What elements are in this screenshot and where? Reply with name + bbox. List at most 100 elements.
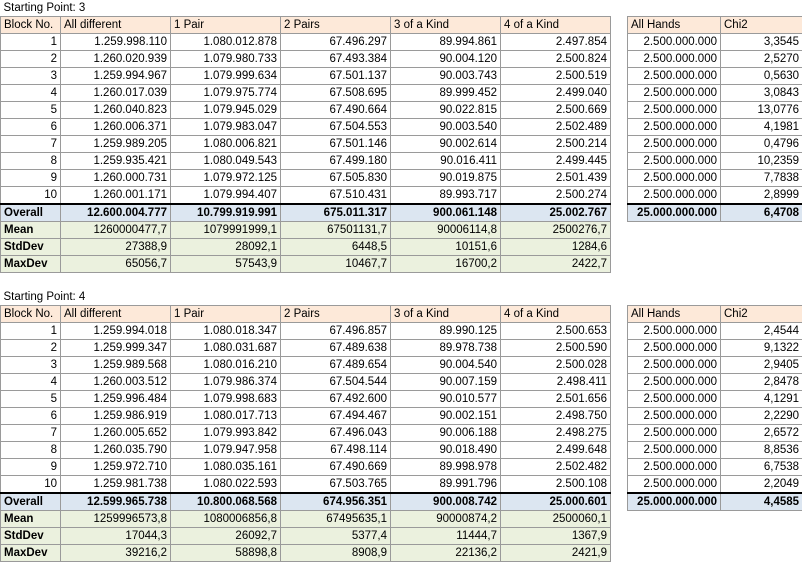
stat-row: MaxDev 65056,7 57543,9 10467,7 16700,2 2422,7 <box>0 255 802 273</box>
header-row: Block No. All different 1 Pair 2 Pairs 3 of … <box>0 16 802 34</box>
data-cell: 2.500.000.000 <box>627 169 721 187</box>
data-cell: 2.500.590 <box>500 339 611 357</box>
data-cell: 89.990.125 <box>390 322 501 340</box>
title-row: Starting Point: 4 <box>1 289 802 306</box>
data-row: 8 1.259.935.421 1.080.049.543 67.499.180 90.… <box>0 152 802 170</box>
data-cell: 3,0843 <box>719 84 802 102</box>
stat-cell: 2500060,1 <box>500 510 611 528</box>
data-row: 9 1.260.000.731 1.079.972.125 67.505.830 90.… <box>0 169 802 187</box>
data-cell: 2,2290 <box>719 407 802 425</box>
data-cell: 2.500.000.000 <box>627 356 721 374</box>
data-cell: 67.496.043 <box>280 424 391 442</box>
data-cell: 90.010.577 <box>390 390 501 408</box>
header-cell: 2 Pairs <box>280 16 391 34</box>
data-cell: 67.493.384 <box>280 50 391 68</box>
data-cell: 67.496.857 <box>280 322 391 340</box>
row-label: Overall <box>0 492 61 511</box>
gap-cell <box>610 373 628 391</box>
data-row: 3 1.259.989.568 1.080.016.210 67.489.654 90.… <box>0 356 802 374</box>
gap-cell <box>610 339 628 357</box>
header-cell: 4 of a Kind <box>500 305 611 323</box>
gap-cell <box>610 152 628 170</box>
data-cell: 1.079.983.047 <box>170 118 281 136</box>
data-row: 5 1.260.040.823 1.079.945.029 67.490.664 90.… <box>0 101 802 119</box>
data-cell: 2.500.000.000 <box>627 373 721 391</box>
data-cell: 2.500.000.000 <box>627 475 721 494</box>
header-cell: All Hands <box>627 16 721 34</box>
data-cell: 2.497.854 <box>500 33 611 51</box>
data-cell: 2.500.274 <box>500 186 611 205</box>
data-cell: 1.079.972.125 <box>170 169 281 187</box>
stat-row: Mean 1259996573,8 1080006856,8 67495635,1 90… <box>0 510 802 528</box>
data-row: 6 1.259.986.919 1.080.017.713 67.494.467 90.… <box>0 407 802 425</box>
data-cell: 1.079.998.683 <box>170 390 281 408</box>
gap-cell <box>610 390 628 408</box>
header-cell: 2 Pairs <box>280 305 391 323</box>
overall-cell: 6,4708 <box>719 203 802 222</box>
row-label: Mean <box>0 510 61 528</box>
data-cell: 1.260.006.371 <box>60 118 171 136</box>
stat-cell: 1079991999,1 <box>170 221 281 239</box>
blank-row <box>0 272 802 289</box>
data-cell: 2,9405 <box>719 356 802 374</box>
block-number: 10 <box>0 186 61 205</box>
data-cell: 2.500.000.000 <box>627 50 721 68</box>
stat-row: MaxDev 39216,2 58898,8 8908,9 22136,2 2421,9 <box>0 544 802 562</box>
empty-cell <box>610 544 802 562</box>
data-cell: 2.500.000.000 <box>627 152 721 170</box>
data-row: 7 1.259.989.205 1.080.006.821 67.501.146 90.… <box>0 135 802 153</box>
gap-cell <box>610 135 628 153</box>
data-cell: 2.500.000.000 <box>627 135 721 153</box>
block-number: 9 <box>0 169 61 187</box>
block-number: 3 <box>0 67 61 85</box>
block-number: 10 <box>0 475 61 494</box>
gap-cell <box>610 407 628 425</box>
data-row: 7 1.260.005.652 1.079.993.842 67.496.043 90.… <box>0 424 802 442</box>
data-cell: 67.504.544 <box>280 373 391 391</box>
data-cell: 2.501.656 <box>500 390 611 408</box>
data-cell: 2.500.000.000 <box>627 458 721 476</box>
data-row: 1 1.259.994.018 1.080.018.347 67.496.857 89.… <box>0 322 802 340</box>
block-number: 9 <box>0 458 61 476</box>
gap-cell <box>610 458 628 476</box>
overall-cell: 900.061.148 <box>390 203 501 222</box>
data-cell: 13,0776 <box>719 101 802 119</box>
header-cell: 1 Pair <box>170 16 281 34</box>
data-cell: 1.080.017.713 <box>170 407 281 425</box>
data-row: 6 1.260.006.371 1.079.983.047 67.504.553 90.… <box>0 118 802 136</box>
data-cell: 2.500.000.000 <box>627 67 721 85</box>
data-cell: 8,8536 <box>719 441 802 459</box>
gap-cell <box>610 441 628 459</box>
data-cell: 1.259.999.347 <box>60 339 171 357</box>
data-cell: 67.501.146 <box>280 135 391 153</box>
header-cell: Block No. <box>0 305 61 323</box>
overall-row: Overall 12.599.965.738 10.800.068.568 674.9… <box>0 492 802 511</box>
stat-cell: 26092,7 <box>170 527 281 545</box>
data-cell: 1.260.035.790 <box>60 441 171 459</box>
stat-cell: 27388,9 <box>60 238 171 256</box>
data-cell: 67.490.664 <box>280 101 391 119</box>
data-cell: 90.004.540 <box>390 356 501 374</box>
data-cell: 1.080.031.687 <box>170 339 281 357</box>
header-cell: 1 Pair <box>170 305 281 323</box>
data-row: 2 1.260.020.939 1.079.980.733 67.493.384 90.… <box>0 50 802 68</box>
stat-cell: 16700,2 <box>390 255 501 273</box>
stat-cell: 90006114,8 <box>390 221 501 239</box>
data-cell: 1.259.986.919 <box>60 407 171 425</box>
row-label: MaxDev <box>0 255 61 273</box>
overall-cell: 12.600.004.777 <box>60 203 171 222</box>
stat-row: Mean 1260000477,7 1079991999,1 67501131,7 90… <box>0 221 802 239</box>
blank-cell <box>0 272 802 289</box>
gap-cell <box>610 322 628 340</box>
gap-cell <box>610 67 628 85</box>
data-cell: 89.998.978 <box>390 458 501 476</box>
gap-cell <box>610 305 628 323</box>
data-cell: 1.079.993.842 <box>170 424 281 442</box>
data-cell: 1.080.035.161 <box>170 458 281 476</box>
block-number: 1 <box>0 33 61 51</box>
data-cell: 67.499.180 <box>280 152 391 170</box>
header-cell: 4 of a Kind <box>500 16 611 34</box>
stat-cell: 1080006856,8 <box>170 510 281 528</box>
section-title: Starting Point: 3 <box>3 2 86 14</box>
